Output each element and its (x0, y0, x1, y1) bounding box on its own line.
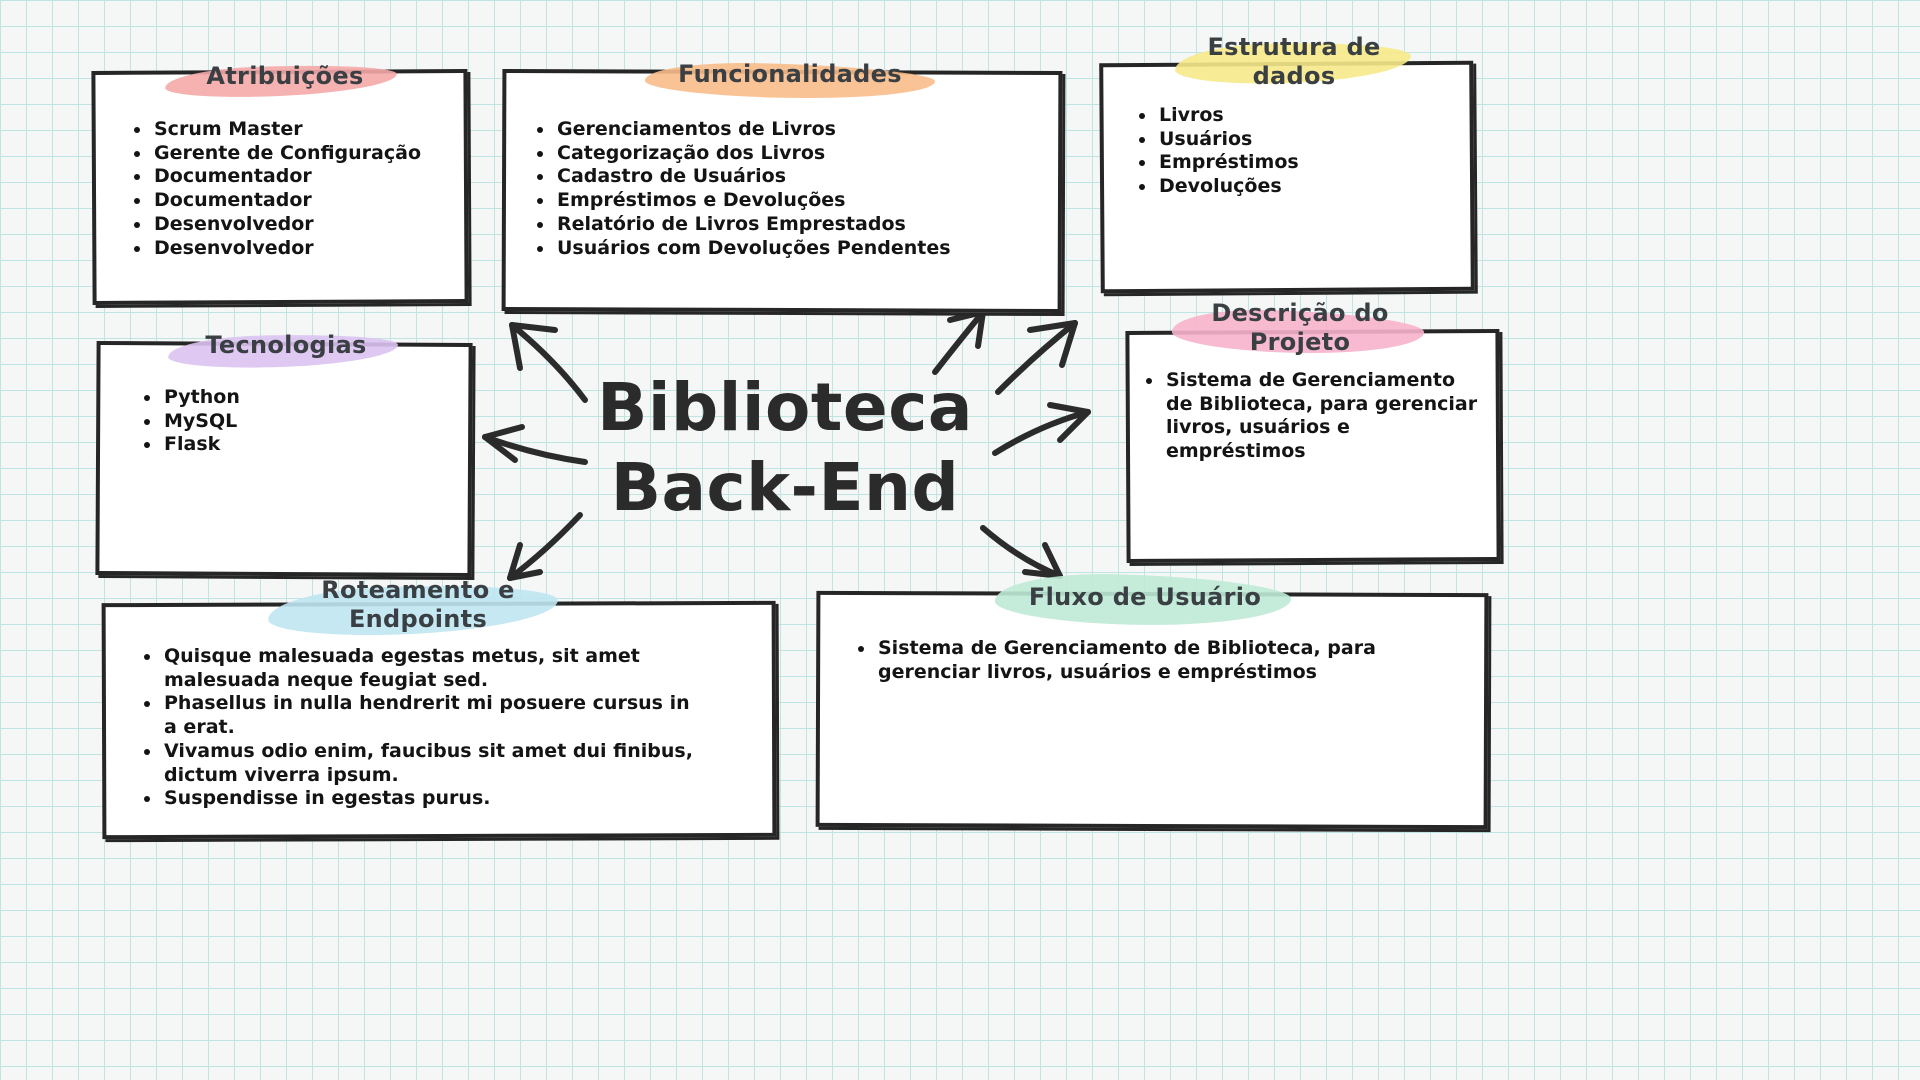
funcionalidades-title-block: Funcionalidades (644, 60, 936, 102)
descricao-list: Sistema de Gerenciamento de Biblioteca, … (1140, 369, 1482, 464)
list-item: Suspendisse in egestas purus. (162, 787, 702, 811)
tecnologias-title: Tecnologias (205, 331, 367, 359)
arrow-to-funcionalidades-left (509, 322, 588, 403)
list-item: Cadastro de Usuários (555, 165, 1065, 189)
funcionalidades-list: Gerenciamentos de Livros Categorização d… (531, 118, 1065, 260)
atribuicoes-title: Atribuições (206, 62, 364, 90)
list-item: Categorização dos Livros (555, 142, 1065, 166)
list-item: Desenvolvedor (152, 213, 482, 237)
fluxo-list: Sistema de Gerenciamento de Biblioteca, … (852, 637, 1436, 684)
center-title-line2: Back-End (610, 449, 960, 526)
list-item: Empréstimos e Devoluções (555, 189, 1065, 213)
roteamento-title-line1: Roteamento e (321, 576, 515, 604)
center-title-line1: Biblioteca (597, 369, 973, 446)
list-item: Quisque malesuada egestas metus, sit ame… (162, 645, 702, 692)
list-item: Livros (1157, 104, 1477, 128)
arrow-to-estrutura (995, 320, 1078, 395)
roteamento-title-line2: Endpoints (348, 605, 488, 633)
list-item: Vivamus odio enim, faucibus sit amet dui… (162, 740, 702, 787)
arrow-to-fluxo (980, 525, 1063, 579)
estrutura-list: Livros Usuários Empréstimos Devoluções (1133, 104, 1477, 199)
arrow-to-descricao (992, 402, 1091, 456)
fluxo-title: Fluxo de Usuário (1028, 583, 1262, 611)
list-item: MySQL (162, 410, 462, 434)
tecnologias-title-block: Tecnologias (167, 331, 404, 371)
funcionalidades-title: Funcionalidades (678, 60, 902, 88)
list-item: Documentador (152, 189, 482, 213)
list-item: Relatório de Livros Emprestados (555, 213, 1065, 237)
estrutura-title-line1: Estrutura de (1207, 33, 1381, 61)
list-item: Empréstimos (1157, 151, 1477, 175)
atribuicoes-list: Scrum Master Gerente de Configuração Doc… (128, 118, 482, 260)
list-item: Usuários (1157, 128, 1477, 152)
descricao-title-line1: Descrição do (1211, 299, 1389, 327)
center-title: Biblioteca Back-End (560, 368, 1010, 528)
estrutura-title-block: Estrutura de dados (1174, 33, 1413, 91)
arrow-to-roteamento (507, 512, 583, 581)
list-item: Documentador (152, 165, 482, 189)
atribuicoes-title-block: Atribuições (164, 61, 405, 101)
tecnologias-card (95, 341, 473, 577)
tecnologias-list: Python MySQL Flask (138, 386, 462, 457)
list-item: Sistema de Gerenciamento de Biblioteca, … (876, 637, 1436, 684)
list-item: Python (162, 386, 462, 410)
list-item: Scrum Master (152, 118, 482, 142)
list-item: Devoluções (1157, 175, 1477, 199)
connector-arrows (482, 309, 1091, 581)
descricao-title-block: Descrição do Projeto (1171, 299, 1428, 358)
fluxo-title-block: Fluxo de Usuário (994, 571, 1295, 629)
arrow-to-tecnologias (482, 424, 588, 465)
arrow-to-funcionalidades-right (932, 309, 986, 375)
list-item: Usuários com Devoluções Pendentes (555, 237, 1065, 261)
list-item: Flask (162, 433, 462, 457)
list-item: Sistema de Gerenciamento de Biblioteca, … (1164, 369, 1482, 464)
list-item: Phasellus in nulla hendrerit mi posuere … (162, 692, 702, 739)
estrutura-title-line2: dados (1252, 62, 1336, 90)
roteamento-list: Quisque malesuada egestas metus, sit ame… (138, 645, 702, 811)
list-item: Gerente de Configuração (152, 142, 482, 166)
fluxo-card (815, 590, 1489, 830)
roteamento-title-block: Roteamento e Endpoints (267, 576, 568, 640)
list-item: Gerenciamentos de Livros (555, 118, 1065, 142)
descricao-title-line2: Projeto (1249, 328, 1351, 356)
list-item: Desenvolvedor (152, 237, 482, 261)
